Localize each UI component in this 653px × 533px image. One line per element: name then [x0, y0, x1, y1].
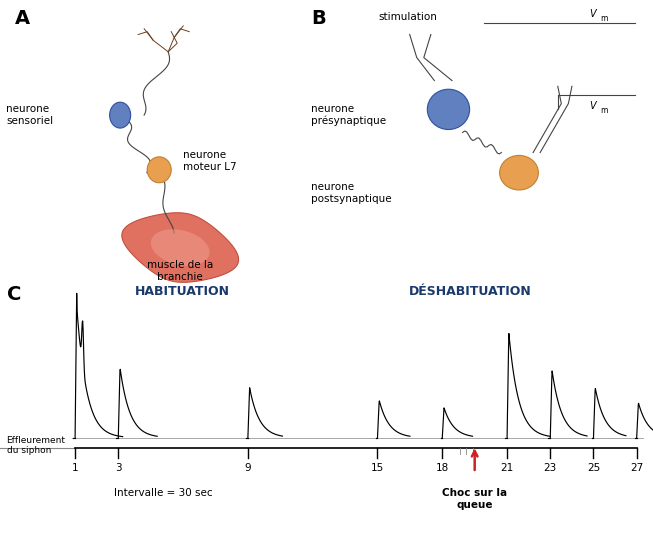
Text: neurone
postsynaptique: neurone postsynaptique: [311, 182, 392, 204]
Text: 9: 9: [245, 463, 251, 473]
Text: 1: 1: [72, 463, 78, 473]
Text: Choc sur la
queue: Choc sur la queue: [442, 488, 507, 510]
Text: Intervalle = 30 sec: Intervalle = 30 sec: [114, 488, 213, 498]
Ellipse shape: [427, 89, 470, 130]
Text: 25: 25: [587, 463, 600, 473]
Text: 3: 3: [115, 463, 121, 473]
Text: B: B: [311, 9, 326, 28]
Text: DÉSHABITUATION: DÉSHABITUATION: [409, 285, 532, 298]
Text: V: V: [590, 101, 596, 111]
Text: C: C: [7, 285, 21, 304]
Text: 21: 21: [500, 463, 514, 473]
Text: HABITUATION: HABITUATION: [135, 285, 231, 298]
Text: 23: 23: [544, 463, 557, 473]
Polygon shape: [122, 213, 238, 282]
Ellipse shape: [500, 156, 538, 190]
Text: V: V: [590, 9, 596, 19]
Text: muscle de la
branchie: muscle de la branchie: [147, 261, 214, 282]
Text: neurone
sensoriel: neurone sensoriel: [6, 104, 53, 126]
Text: Effleurement
du siphon: Effleurement du siphon: [7, 435, 65, 455]
Text: 18: 18: [436, 463, 449, 473]
Ellipse shape: [147, 157, 171, 183]
Text: A: A: [15, 9, 30, 28]
Text: m: m: [600, 14, 607, 23]
Text: 15: 15: [371, 463, 384, 473]
Text: stimulation: stimulation: [378, 12, 437, 21]
Ellipse shape: [110, 102, 131, 128]
Text: 27: 27: [630, 463, 643, 473]
Text: m: m: [600, 107, 607, 116]
Polygon shape: [151, 229, 210, 266]
Text: neurone
présynaptique: neurone présynaptique: [311, 104, 386, 126]
Text: neurone
moteur L7: neurone moteur L7: [183, 150, 237, 172]
